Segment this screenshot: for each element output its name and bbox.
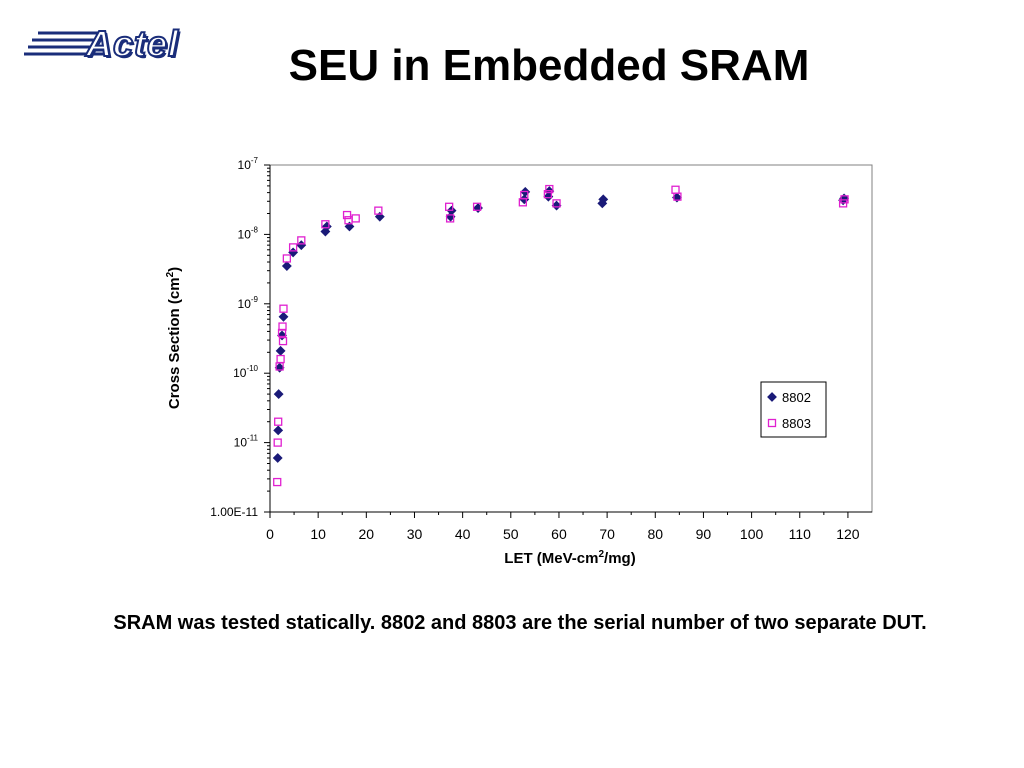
y-tick-base: 1.00E-11 <box>210 505 258 519</box>
x-tick-label: 100 <box>740 526 764 542</box>
data-point-8802 <box>281 261 292 271</box>
y-tick-label: 10-7 <box>238 156 259 172</box>
x-tick-label: 40 <box>455 526 471 542</box>
slide-caption: SRAM was tested statically. 8802 and 880… <box>113 612 927 634</box>
x-tick-label: 70 <box>599 526 615 542</box>
data-point-8803 <box>472 202 482 211</box>
x-tick-label: 80 <box>647 526 663 542</box>
y-axis-label: Cross Section (cm2) <box>165 267 183 409</box>
plot-area <box>269 164 873 513</box>
y-tick-label: 10-11 <box>234 434 259 450</box>
x-tick-label: 110 <box>789 526 812 542</box>
y-axis-label-main: Cross Section (cm <box>166 277 183 409</box>
legend-marker-8803 <box>767 418 777 428</box>
y-tick-base: 10 <box>234 436 248 450</box>
y-tick-label: 1.00E-11 <box>210 505 258 519</box>
page-title: SEU in Embedded SRAM <box>288 41 810 90</box>
x-tick-label: 120 <box>836 526 860 542</box>
data-point-8802 <box>278 311 289 322</box>
y-axis-label-sup: 2 <box>165 271 176 277</box>
logo-speed-lines <box>24 31 104 56</box>
x-tick-label: 50 <box>503 526 519 542</box>
data-point-8803 <box>278 336 288 346</box>
chart-legend: 8802 8803 <box>760 381 827 438</box>
y-tick-label: 10-9 <box>238 295 259 311</box>
x-tick-label: 10 <box>310 526 326 542</box>
y-tick-label: 10-8 <box>238 225 259 241</box>
data-point-8802 <box>273 425 284 436</box>
data-point-8803 <box>278 322 287 331</box>
y-tick-exp: -7 <box>251 156 259 165</box>
x-axis: 0 10 20 30 40 50 60 70 80 90 100 110 120 <box>266 511 872 542</box>
y-tick-exp: -10 <box>246 364 258 373</box>
data-point-8803 <box>445 202 454 211</box>
data-point-8803 <box>273 438 282 447</box>
x-tick-label: 30 <box>407 526 423 542</box>
legend-label: 8803 <box>782 416 811 431</box>
y-axis-label-tail: ) <box>166 267 183 272</box>
data-point-8803 <box>445 214 455 223</box>
x-axis-label-sup: 2 <box>598 549 604 560</box>
data-point-8803 <box>273 477 282 487</box>
x-tick-label: 0 <box>266 526 274 542</box>
data-point-8803 <box>374 206 383 215</box>
data-point-8803 <box>279 304 288 313</box>
data-point-8803 <box>297 236 306 245</box>
data-point-8803 <box>351 214 360 223</box>
data-point-8803 <box>552 199 561 208</box>
data-point-8803 <box>840 195 849 204</box>
y-tick-label: 10-10 <box>233 364 258 380</box>
legend-marker-8802 <box>767 392 777 402</box>
data-point-8803 <box>673 192 682 201</box>
y-tick-base: 10 <box>238 227 252 241</box>
x-axis-label: LET (MeV-cm2/mg) <box>504 549 635 567</box>
x-axis-label-tail: /mg) <box>604 550 636 567</box>
data-point-8803 <box>545 184 554 194</box>
data-point-8802 <box>598 194 609 205</box>
x-axis-label-main: LET (MeV-cm <box>504 550 598 567</box>
y-tick-exp: -11 <box>247 434 259 443</box>
plot-frame <box>269 164 873 513</box>
y-tick-base: 10 <box>238 297 252 311</box>
y-tick-exp: -9 <box>251 295 259 304</box>
data-point-8802 <box>273 389 284 400</box>
x-tick-label: 90 <box>696 526 712 542</box>
data-point-8803 <box>342 210 352 220</box>
data-point-8803 <box>276 354 285 364</box>
data-markers <box>272 184 849 487</box>
data-point-8803 <box>274 417 283 426</box>
x-tick-label: 20 <box>359 526 375 542</box>
legend-label: 8802 <box>782 390 811 405</box>
y-tick-exp: -8 <box>251 225 259 234</box>
y-tick-base: 10 <box>238 158 252 172</box>
data-point-8803 <box>288 243 298 252</box>
x-tick-label: 60 <box>551 526 567 542</box>
data-point-8802 <box>272 453 283 463</box>
y-tick-base: 10 <box>233 366 247 380</box>
legend-box <box>760 381 827 438</box>
data-point-8803 <box>321 220 330 229</box>
data-point-8803 <box>520 190 529 200</box>
data-point-8803 <box>543 190 553 199</box>
data-point-8803 <box>282 254 292 263</box>
company-logo: Actel <box>24 22 190 66</box>
logo-text: Actel <box>85 22 180 65</box>
